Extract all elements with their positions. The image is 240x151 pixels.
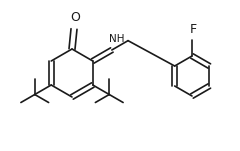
Text: NH: NH: [109, 34, 124, 44]
Text: O: O: [70, 11, 80, 24]
Text: F: F: [189, 23, 197, 36]
